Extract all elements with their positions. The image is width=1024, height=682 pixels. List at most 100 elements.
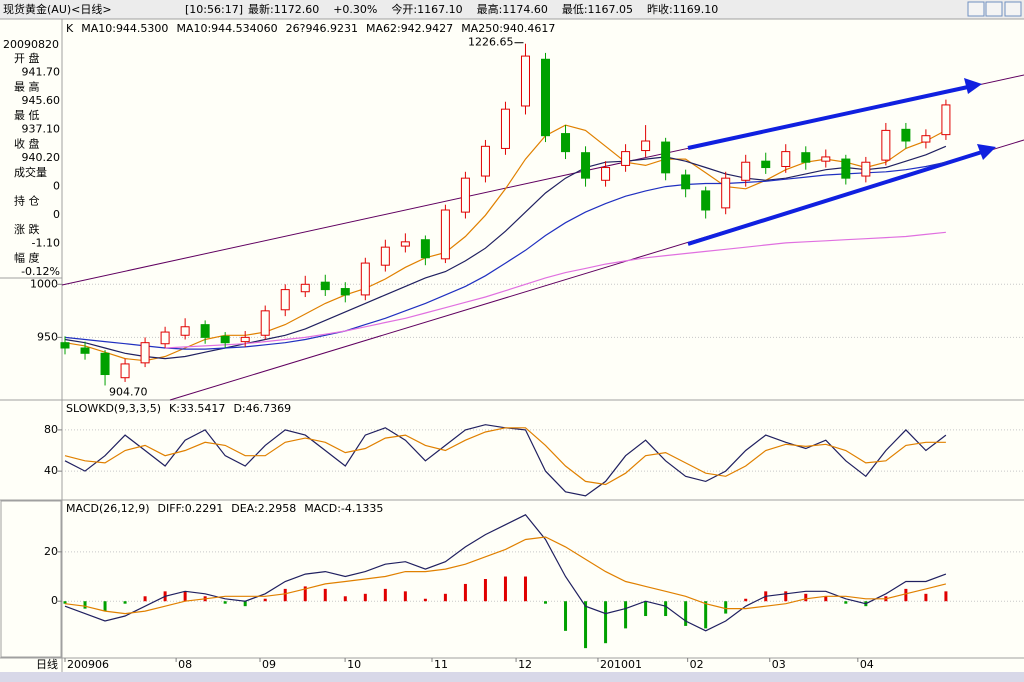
- info-label: 最 高: [14, 80, 40, 94]
- legend-entry: MA62:942.9427: [366, 22, 453, 35]
- candle-body: [520, 55, 530, 107]
- button[interactable]: [985, 1, 1003, 17]
- macd-bar: [123, 601, 127, 604]
- header-text: 今开:: [391, 2, 417, 16]
- macd-bar: [604, 601, 608, 644]
- candle-body: [901, 128, 911, 142]
- series-line: [64, 536, 947, 615]
- macd-bar: [483, 579, 487, 602]
- arrow-head: [964, 78, 982, 94]
- x-tick-label: 09: [262, 658, 276, 671]
- candle-body: [661, 141, 671, 174]
- candle-body: [841, 158, 851, 179]
- header-text: 1172.60: [274, 3, 320, 16]
- info-label: 涨 跌: [14, 222, 40, 236]
- trend-arrow: [687, 150, 983, 246]
- macd-bar: [403, 591, 407, 602]
- series-line: [64, 514, 947, 632]
- candle-body: [400, 241, 410, 247]
- candle-body: [460, 177, 470, 213]
- candle-body: [160, 331, 170, 345]
- candle-body: [140, 342, 150, 364]
- info-label: 最 低: [14, 109, 40, 122]
- x-axis-label: 日线: [36, 657, 58, 671]
- legend-entry: 26?946.9231: [286, 22, 358, 35]
- macd-bar: [904, 588, 908, 602]
- candle-body: [440, 209, 450, 260]
- macd-bar: [223, 601, 227, 604]
- info-value: -1.10: [32, 237, 60, 250]
- candle-body: [821, 156, 831, 162]
- legend-entry: SLOWKD(9,3,3,5): [66, 402, 161, 415]
- macd-bar: [824, 596, 828, 602]
- header-bar: [0, 0, 1024, 19]
- macd-bar: [323, 588, 327, 602]
- info-label: 收 盘: [14, 137, 40, 151]
- series-line: [64, 427, 946, 486]
- info-value: 940.20: [22, 151, 61, 164]
- candle-body: [781, 151, 791, 167]
- macd-bar: [143, 596, 147, 602]
- window-buttons[interactable]: [967, 1, 1022, 17]
- macd-bar: [243, 601, 247, 607]
- macd-bar: [83, 601, 87, 609]
- y-tick-label: 40: [44, 464, 58, 477]
- legend-entry: MA10:944.534060: [176, 22, 277, 35]
- x-tick-label: 08: [178, 658, 192, 671]
- header-text: [10:56:17]: [185, 3, 243, 16]
- series-line: [165, 231, 946, 349]
- candle-body: [420, 239, 430, 259]
- macd-bar: [664, 601, 668, 617]
- macd-bar: [503, 576, 507, 602]
- macd-bar: [564, 601, 568, 631]
- legend-entry: K: [66, 22, 74, 35]
- left-box: [0, 500, 62, 658]
- button[interactable]: [967, 1, 985, 17]
- candle-body: [300, 283, 310, 293]
- candle-body: [801, 152, 811, 163]
- macd-bar: [183, 591, 187, 602]
- arrow-head: [977, 144, 996, 160]
- candle-body: [280, 289, 290, 311]
- macd-bar: [383, 588, 387, 602]
- x-tick-label: 11: [434, 658, 448, 671]
- info-label: 幅 度: [14, 251, 40, 265]
- candle-body: [541, 58, 551, 137]
- candle-body: [681, 174, 691, 190]
- info-value: -0.12%: [21, 265, 60, 278]
- x-tick-label: 12: [518, 658, 532, 671]
- macd-bar: [584, 601, 588, 649]
- x-tick-label: 10: [347, 658, 361, 671]
- info-label: 成交量: [14, 165, 47, 179]
- macd-bar: [363, 593, 367, 602]
- candle-body: [641, 140, 651, 152]
- candle-body: [921, 135, 931, 143]
- legend-entry: D:46.7369: [233, 402, 291, 415]
- y-tick-label: 80: [44, 423, 58, 436]
- candle-body: [100, 352, 110, 376]
- macd-bar: [283, 588, 287, 602]
- y-tick-label: 20: [44, 545, 58, 558]
- candle-body: [701, 190, 711, 211]
- candle-body: [941, 104, 951, 136]
- trend-lines: [61, 74, 1024, 401]
- macd-bar: [263, 598, 267, 602]
- macd-bar: [103, 601, 107, 612]
- macd-bar: [63, 601, 67, 604]
- header-text: 1169.10: [673, 3, 719, 16]
- candle-body: [500, 108, 510, 149]
- legend-entry: K:33.5417: [169, 402, 225, 415]
- candle-body: [480, 145, 490, 177]
- y-tick-label: 1000: [30, 277, 58, 290]
- macd-bar: [684, 601, 688, 626]
- macd-bar: [724, 601, 728, 614]
- x-tick-label: 03: [772, 658, 786, 671]
- candle-body: [60, 342, 70, 349]
- macd-bar: [744, 598, 748, 602]
- header-text: 最低:: [562, 3, 588, 16]
- info-label: 开 盘: [14, 51, 40, 65]
- info-date: 20090820: [3, 38, 59, 51]
- button[interactable]: [1004, 1, 1022, 17]
- candle-body: [260, 310, 270, 336]
